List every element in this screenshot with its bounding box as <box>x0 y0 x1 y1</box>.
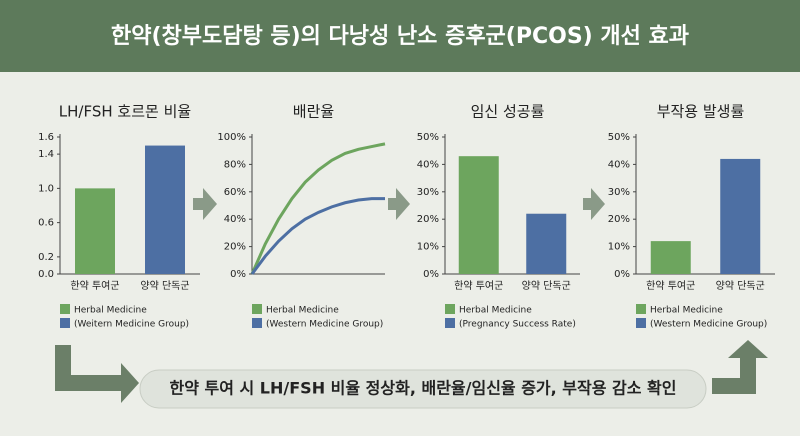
legend-label: Herbal Medicine <box>459 306 532 316</box>
arrow <box>583 188 605 220</box>
y-tick-label: 40% <box>417 159 439 170</box>
x-tick-label: 양약 단독군 <box>522 280 571 292</box>
y-tick-label: 10% <box>417 242 439 253</box>
y-tick-label: 30% <box>608 187 630 198</box>
y-tick-label: 0% <box>423 269 439 280</box>
y-tick-label: 30% <box>417 187 439 198</box>
y-tick-label: 20% <box>608 214 630 225</box>
arrow <box>712 340 768 394</box>
y-tick-label: 20% <box>224 242 246 253</box>
bar <box>145 145 185 274</box>
header <box>0 0 800 72</box>
legend-swatch <box>636 318 646 328</box>
legend-label: (Pregnancy Success Rate) <box>459 320 576 330</box>
bar <box>75 188 115 274</box>
line <box>250 197 385 275</box>
y-tick-label: 80% <box>224 159 246 170</box>
y-tick-label: 0.0 <box>38 269 54 280</box>
x-tick-label: 한약 투여군 <box>646 280 695 292</box>
y-tick-label: 50% <box>417 132 439 143</box>
y-tick-label: 20% <box>417 214 439 225</box>
legend-swatch <box>636 304 646 314</box>
legend-label: Herbal Medicine <box>650 306 723 316</box>
legend-label: (Western Medicine Group) <box>650 320 767 330</box>
bar <box>526 213 567 274</box>
line <box>250 142 386 275</box>
y-tick-label: 1.0 <box>38 183 54 194</box>
y-tick-label: 0% <box>614 269 630 280</box>
arrow <box>193 188 217 220</box>
legend-swatch <box>445 318 455 328</box>
chart-title: 임신 성공률 <box>471 103 545 121</box>
chart-title: 부작용 발생률 <box>657 103 745 121</box>
x-tick-label: 한약 투여군 <box>454 280 503 292</box>
legend-swatch <box>252 318 262 328</box>
legend-swatch <box>60 304 70 314</box>
y-tick-label: 1.6 <box>38 132 54 143</box>
y-tick-label: 100% <box>217 132 246 143</box>
y-tick-label: 40% <box>608 159 630 170</box>
legend-label: (Western Medicine Group) <box>266 320 383 330</box>
page-title: 한약(창부도담탕 등)의 다낭성 난소 증후군(PCOS) 개선 효과 <box>111 24 689 49</box>
y-tick-label: 0.6 <box>38 218 54 229</box>
y-tick-label: 10% <box>608 242 630 253</box>
y-tick-label: 40% <box>224 214 246 225</box>
legend-swatch <box>252 304 262 314</box>
summary: 한약 투여 시 LH/FSH 비율 정상화, 배란율/임신율 증가, 부작용 감… <box>170 379 677 398</box>
x-tick-label: 양약 단독군 <box>140 280 189 292</box>
summary-box <box>139 369 707 409</box>
legend-label: Herbal Medicine <box>266 306 339 316</box>
y-tick-label: 0% <box>230 269 246 280</box>
x-tick-label: 한약 투여군 <box>70 280 119 292</box>
bar <box>458 156 499 274</box>
chart-title: 배란율 <box>293 103 334 121</box>
arrow <box>388 188 410 220</box>
bar <box>650 241 691 274</box>
y-tick-label: 0.2 <box>38 252 54 263</box>
bar <box>720 158 761 274</box>
y-tick-label: 60% <box>224 187 246 198</box>
y-tick-label: 50% <box>608 132 630 143</box>
x-tick-label: 양약 단독군 <box>716 280 765 292</box>
legend-swatch <box>60 318 70 328</box>
arrows <box>55 188 768 403</box>
chart-title: LH/FSH 호르몬 비율 <box>59 103 191 121</box>
y-tick-label: 1.4 <box>38 149 54 160</box>
legend-label: Herbal Medicine <box>74 306 147 316</box>
legend-label: (Weitern Medicine Group) <box>74 320 189 330</box>
legend-swatch <box>445 304 455 314</box>
arrow <box>55 345 139 403</box>
